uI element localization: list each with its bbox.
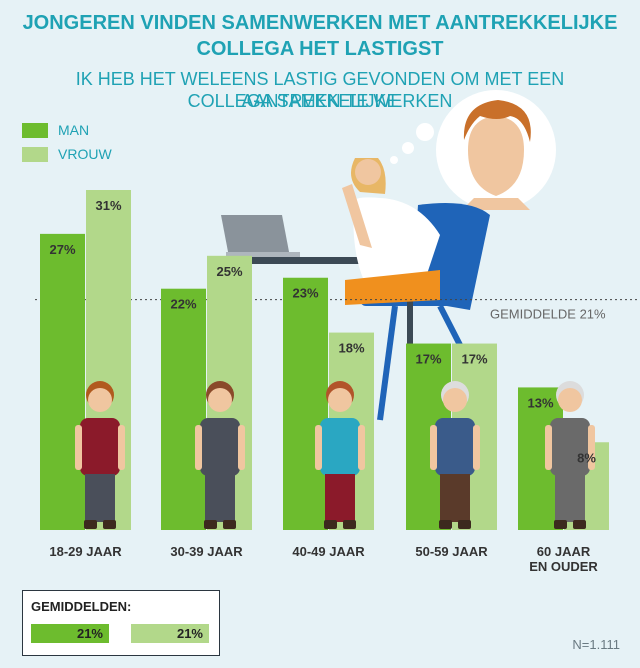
bar-label-man-0: 27% — [49, 242, 75, 257]
person-50-59-icon — [430, 381, 480, 529]
person-30-39-icon — [195, 381, 245, 529]
thought-bubble-illustration — [390, 90, 556, 210]
person-18-29-icon — [75, 381, 125, 529]
people-illustrations — [75, 381, 595, 529]
bar-chart: GEMIDDELDE 21% 27% 22% 23% 17% 13% 31% 25% 18% 1… — [35, 90, 640, 574]
bar-labels-layer: 27% 22% 23% 17% 13% 31% 25% 18% 17% 8% — [49, 198, 596, 465]
bar-man-2 — [283, 277, 328, 530]
legend: MAN VROUW — [22, 118, 112, 166]
chart-subtitle-line-1: IK HEB HET WELEENS LASTIG GEVONDEN OM ME… — [75, 69, 565, 111]
sample-size-note: N=1.111 — [572, 637, 620, 652]
bar-label-vrouw-4: 8% — [577, 450, 596, 465]
average-vrouw-swatch: 21% — [131, 624, 209, 643]
bar-label-vrouw-0: 31% — [95, 198, 121, 213]
woman-at-desk-illustration — [342, 158, 440, 305]
legend-label-vrouw: VROUW — [58, 146, 112, 162]
legend-item-vrouw: VROUW — [22, 142, 112, 166]
average-reference-label: GEMIDDELDE 21% — [490, 307, 606, 322]
bar-label-vrouw-3: 17% — [461, 352, 487, 367]
bar-label-vrouw-1: 25% — [216, 264, 242, 279]
x-tick-label-2: 40-49 JAAR — [292, 544, 365, 559]
bar-label-man-4: 13% — [527, 395, 553, 410]
x-tick-label-0: 18-29 JAAR — [49, 544, 122, 559]
averages-box: GEMIDDELDEN: 21% 21% — [22, 590, 220, 656]
bar-label-vrouw-2: 18% — [338, 341, 364, 356]
x-tick-label-4: 60 JAAR EN OUDER — [529, 544, 598, 574]
bar-man-1 — [161, 288, 206, 530]
person-60-plus-icon — [545, 381, 595, 529]
person-40-49-icon — [315, 381, 365, 529]
bar-man-0 — [40, 233, 85, 530]
x-tick-label-3: 50-59 JAAR — [415, 544, 488, 559]
bars-layer — [40, 190, 609, 530]
chart-title-line-2: COLLEGA HET LASTIGST — [196, 38, 444, 60]
bar-label-man-1: 22% — [170, 297, 196, 312]
average-man-swatch: 21% — [31, 624, 109, 643]
legend-swatch-vrouw — [22, 146, 48, 162]
x-tick-label-1: 30-39 JAAR — [170, 544, 243, 559]
bar-label-man-2: 23% — [292, 286, 318, 301]
chart-subtitle-line-2: COLLEGA SAMEN TE WERKEN — [187, 91, 453, 111]
legend-label-man: MAN — [58, 122, 90, 138]
average-vrouw-value: 21% — [176, 626, 203, 641]
legend-item-man: MAN — [22, 118, 112, 142]
bar-label-man-3: 17% — [415, 352, 441, 367]
chart-title-line-1: JONGEREN VINDEN SAMENWERKEN MET AANTREKK… — [22, 12, 618, 34]
average-man-value: 21% — [76, 626, 103, 641]
x-axis-labels: 18-29 JAAR 30-39 JAAR 40-49 JAAR 50-59 JAAR… — [49, 544, 598, 574]
legend-swatch-man — [22, 122, 48, 138]
averages-title: GEMIDDELDEN: — [31, 599, 132, 614]
